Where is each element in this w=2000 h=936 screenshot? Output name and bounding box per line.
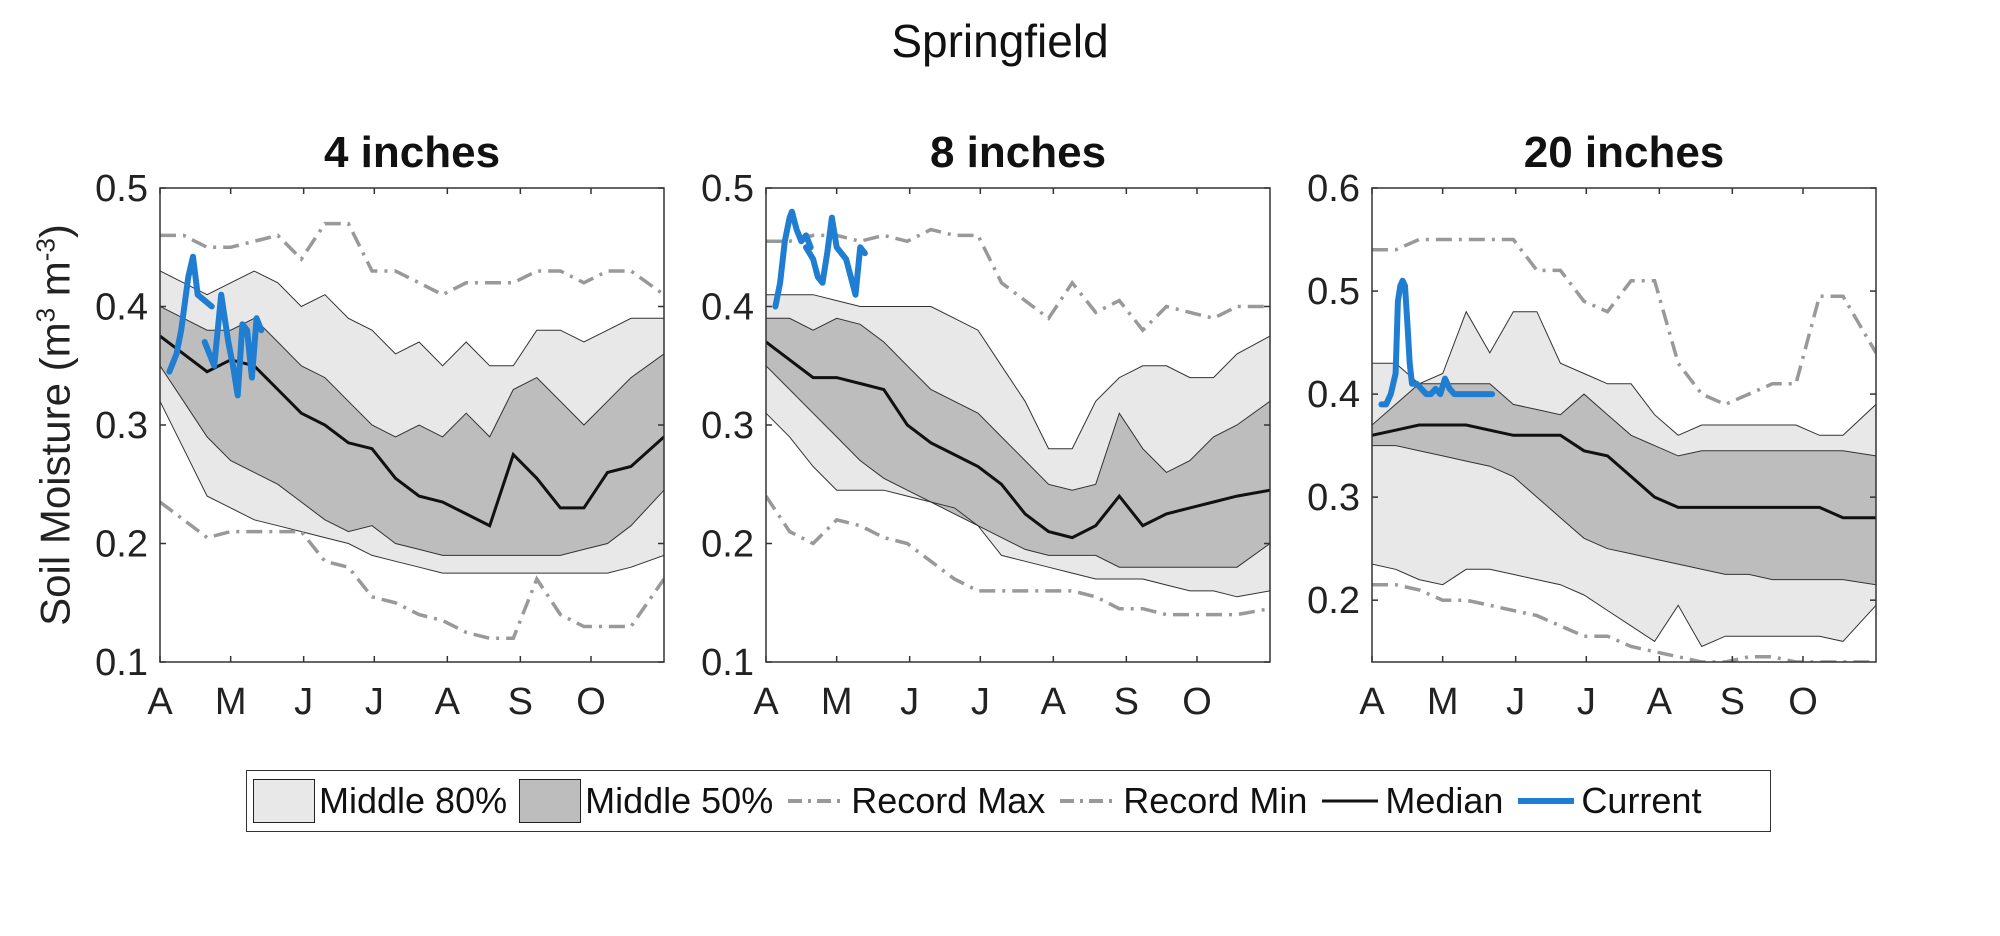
legend-swatch-median <box>1319 779 1381 823</box>
x-tick-label-4-inches: M <box>215 681 247 723</box>
record-max-line-8-inches <box>766 227 1270 333</box>
band-edge-p90-20-inches <box>1372 310 1876 436</box>
band-edge-p25-4-inches <box>160 365 664 556</box>
ylabel-exponent-1: 3 <box>30 307 61 323</box>
y-tick-label-20-inches: 0.6 <box>1307 168 1360 210</box>
panel-title-8-inches: 8 inches <box>929 128 1107 177</box>
legend-item-middle-50: Middle 50% <box>519 779 773 823</box>
legend-item-record-max: Record Max <box>785 779 1045 823</box>
x-tick-label-20-inches: O <box>1788 681 1818 723</box>
band-edge-p25-20-inches <box>1372 445 1876 586</box>
median-line-20-inches <box>1372 423 1876 520</box>
band-middle-50-20-inches <box>1372 383 1876 585</box>
x-tick-label-4-inches: J <box>294 681 313 723</box>
x-tick-label-4-inches: A <box>147 681 173 723</box>
band-middle-50-4-inches <box>160 306 664 556</box>
y-tick-label-20-inches: 0.2 <box>1307 580 1360 622</box>
band-edge-p75-20-inches <box>1372 383 1876 457</box>
y-tick-label-20-inches: 0.5 <box>1307 271 1360 313</box>
legend-label-current: Current <box>1581 780 1702 821</box>
y-tick-label-4-inches: 0.4 <box>95 287 148 329</box>
current-line-4-inches <box>166 253 265 399</box>
legend-item-median: Median <box>1319 779 1503 823</box>
legend-swatch-record-min <box>1057 779 1119 823</box>
x-tick-label-8-inches: A <box>1041 681 1067 723</box>
ylabel-mid: m <box>31 261 79 308</box>
record-max-line-20-inches <box>1372 237 1876 407</box>
band-edge-p10-20-inches <box>1372 563 1876 648</box>
legend-label-middle-80: Middle 80% <box>319 780 508 821</box>
y-tick-label-8-inches: 0.1 <box>701 642 754 684</box>
x-tick-label-20-inches: J <box>1577 681 1596 723</box>
y-tick-label-4-inches: 0.5 <box>95 168 148 210</box>
x-tick-label-20-inches: A <box>1359 681 1385 723</box>
legend-item-middle-80: Middle 80% <box>253 779 507 823</box>
x-tick-label-20-inches: M <box>1427 681 1459 723</box>
y-tick-label-8-inches: 0.3 <box>701 405 754 447</box>
legend-label-record-min: Record Min <box>1123 780 1308 821</box>
band-edge-p90-8-inches <box>766 294 1270 450</box>
band-edge-p25-8-inches <box>766 365 1270 568</box>
band-middle-50-8-inches <box>766 318 1270 568</box>
x-tick-label-8-inches: J <box>971 681 990 723</box>
x-tick-label-8-inches: A <box>753 681 779 723</box>
x-tick-label-4-inches: S <box>508 681 533 723</box>
ylabel-end: ) <box>31 224 79 239</box>
legend-label-middle-50: Middle 50% <box>585 780 774 821</box>
legend-item-record-min: Record Min <box>1057 779 1307 823</box>
y-tick-label-4-inches: 0.1 <box>95 642 148 684</box>
y-tick-label-8-inches: 0.4 <box>701 287 754 329</box>
legend-swatch-record-max <box>785 779 847 823</box>
band-edge-p90-4-inches <box>160 270 664 367</box>
y-tick-label-20-inches: 0.3 <box>1307 477 1360 519</box>
y-tick-label-4-inches: 0.2 <box>95 524 148 566</box>
y-tick-label-20-inches: 0.4 <box>1307 374 1360 416</box>
legend: Middle 80% Middle 50% Record Max Record … <box>246 770 1771 832</box>
band-edge-p75-8-inches <box>766 317 1270 491</box>
x-tick-label-20-inches: J <box>1506 681 1525 723</box>
x-tick-label-8-inches: M <box>821 681 853 723</box>
axes-frame-20-inches <box>1371 187 1877 663</box>
legend-swatch-middle-50 <box>519 779 582 823</box>
x-tick-label-20-inches: S <box>1720 681 1745 723</box>
x-tick-label-4-inches: A <box>435 681 461 723</box>
ylabel-exponent-2: -3 <box>30 238 61 262</box>
median-line-8-inches <box>766 340 1270 540</box>
x-tick-label-8-inches: O <box>1182 681 1212 723</box>
x-tick-label-8-inches: S <box>1114 681 1139 723</box>
panel-title-4-inches: 4 inches <box>323 128 501 177</box>
band-edge-p10-8-inches <box>766 412 1270 598</box>
figure-title: Springfield <box>891 15 1109 67</box>
current-line-8-inches <box>772 208 868 310</box>
legend-item-current: Current <box>1515 779 1701 823</box>
x-tick-label-4-inches: J <box>365 681 384 723</box>
band-edge-p10-4-inches <box>160 401 664 574</box>
y-tick-label-4-inches: 0.3 <box>95 405 148 447</box>
y-tick-label-8-inches: 0.2 <box>701 524 754 566</box>
legend-swatch-current <box>1515 779 1577 823</box>
ylabel-text: Soil Moisture (m <box>31 322 79 626</box>
legend-swatch-middle-80 <box>253 779 315 823</box>
legend-label-record-max: Record Max <box>851 780 1046 821</box>
panel-title-20-inches: 20 inches <box>1523 128 1725 177</box>
x-tick-label-4-inches: O <box>576 681 606 723</box>
legend-label-median: Median <box>1385 780 1504 821</box>
x-tick-label-8-inches: J <box>900 681 919 723</box>
record-max-line-4-inches <box>160 221 664 297</box>
record-min-line-8-inches <box>766 495 1270 617</box>
y-tick-label-8-inches: 0.5 <box>701 168 754 210</box>
current-line-20-inches <box>1378 277 1496 408</box>
x-tick-label-20-inches: A <box>1647 681 1673 723</box>
